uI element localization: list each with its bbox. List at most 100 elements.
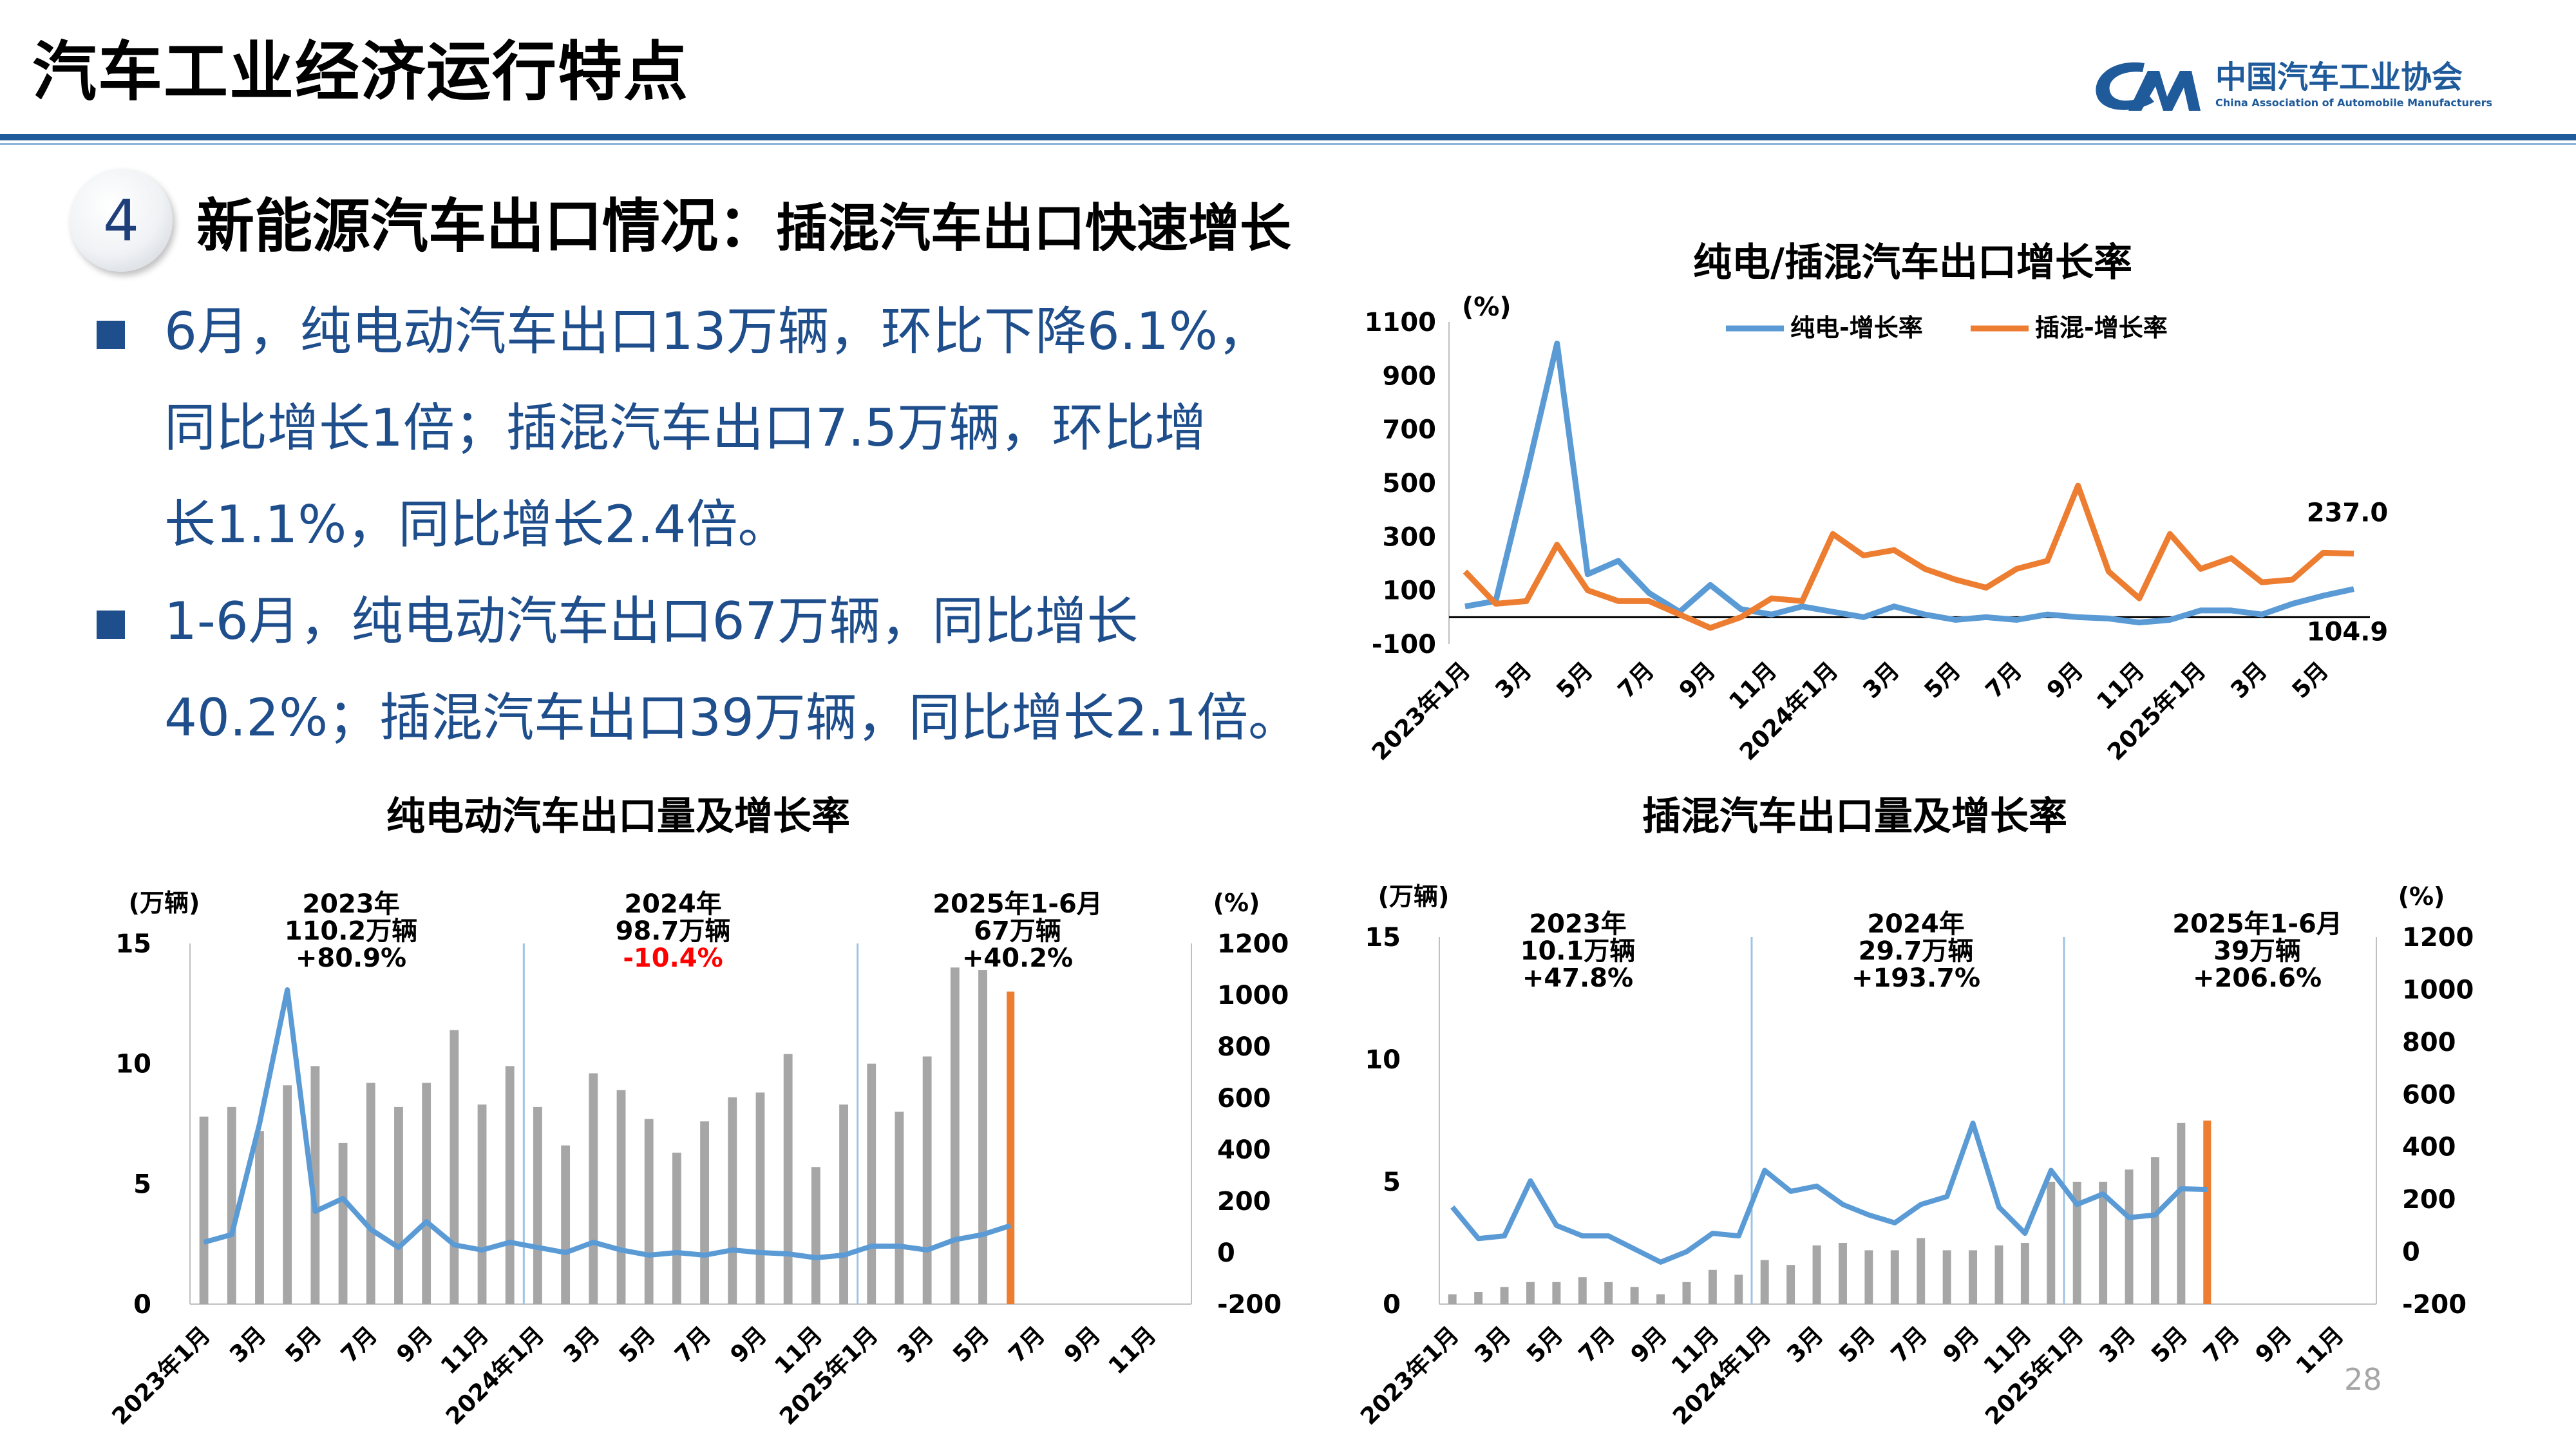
x-tick-label: 11月 — [2092, 658, 2150, 715]
y-tick-label-left: 0 — [1383, 1290, 1401, 1320]
bar — [1526, 1282, 1535, 1304]
x-tick-label: 5月 — [2146, 1321, 2193, 1368]
bar — [1994, 1245, 2003, 1304]
bar — [1578, 1277, 1587, 1304]
page-number: 28 — [2344, 1362, 2382, 1397]
y-tick-label-left: 0 — [133, 1290, 151, 1320]
x-tick-label: 3月 — [1782, 1321, 1828, 1368]
x-tick-label: 5月 — [281, 1321, 327, 1368]
bar — [2099, 1182, 2108, 1304]
bar — [283, 1085, 292, 1304]
legend-label: 纯电-增长率 — [1790, 314, 1923, 342]
data-label: 104.9 — [2307, 618, 2389, 647]
bar — [1708, 1269, 1717, 1304]
bar — [1942, 1250, 1951, 1304]
annotation-total: 98.7万辆 — [616, 916, 731, 946]
x-tick-label: 9月 — [2251, 1321, 2297, 1368]
bar — [839, 1104, 848, 1304]
y-tick-label-right: 800 — [2402, 1028, 2456, 1057]
bar — [1969, 1250, 1978, 1304]
y-tick-label-right: -200 — [2402, 1290, 2467, 1320]
bar — [366, 1083, 375, 1304]
bar — [505, 1066, 515, 1304]
bar — [1734, 1274, 1743, 1304]
bar — [2125, 1170, 2134, 1304]
section-number-badge: 4 — [70, 169, 173, 272]
x-tick-label: 9月 — [1626, 1321, 1672, 1368]
bar — [1917, 1238, 1926, 1304]
header-divider-thin — [0, 143, 2576, 145]
annotation-growth: -10.4% — [623, 943, 723, 973]
bar — [1760, 1260, 1769, 1304]
annotation-year: 2025年1-6月 — [2172, 909, 2342, 939]
bar — [1682, 1282, 1691, 1304]
x-tick-label: 3月 — [559, 1321, 605, 1368]
bullet-line: 6月，纯电动汽车出口13万辆，环比下降6.1%， — [164, 301, 1269, 361]
x-tick-label: 5月 — [1522, 1321, 1568, 1368]
y-tick-label: -100 — [1372, 630, 1436, 659]
x-tick-label: 9月 — [1938, 1321, 1985, 1368]
x-tick-label: 5月 — [1834, 1321, 1880, 1368]
x-tick-label: 2023年1月 — [1367, 658, 1475, 766]
y-tick-label-left: 15 — [1365, 923, 1401, 952]
bar — [1604, 1282, 1613, 1304]
growth-line — [203, 987, 1012, 1260]
x-tick-label: 11月 — [1104, 1321, 1162, 1379]
y-tick-label-right: 800 — [1217, 1032, 1271, 1062]
y-axis-unit-right: (%) — [2398, 882, 2445, 911]
bullet-line: 1-6月，纯电动汽车出口67万辆，同比增长 — [164, 591, 1139, 651]
annotation-growth: +47.8% — [1522, 963, 1633, 993]
x-tick-label: 2023年1月 — [107, 1321, 215, 1430]
annotation-total: 67万辆 — [974, 916, 1061, 946]
y-tick-label-right: 0 — [2402, 1238, 2420, 1267]
y-tick-label: 900 — [1383, 361, 1437, 391]
y-tick-label-right: 1200 — [1217, 929, 1289, 959]
bullet-line: 长1.1%，同比增长2.4倍。 — [164, 495, 790, 554]
annotation-growth: +206.6% — [2193, 963, 2322, 993]
bar — [227, 1106, 236, 1304]
x-tick-label: 7月 — [1574, 1321, 1620, 1368]
bullet-line: 同比增长1倍；插混汽车出口7.5万辆，环比增 — [164, 398, 1207, 458]
bar — [2177, 1122, 2186, 1304]
annotation-growth: +193.7% — [1852, 963, 1980, 993]
logo-text-en: China Association of Automobile Manufact… — [2215, 97, 2493, 109]
bar — [1890, 1250, 1899, 1304]
x-tick-label: 11月 — [2291, 1321, 2349, 1379]
bullet-line: 40.2%；插混汽车出口39万辆，同比增长2.1倍。 — [164, 688, 1300, 748]
y-tick-label-right: 400 — [2402, 1133, 2456, 1162]
y-tick-label-right: 600 — [2402, 1080, 2456, 1110]
x-tick-label: 3月 — [2094, 1321, 2141, 1368]
y-axis-unit-left: (万辆) — [129, 889, 200, 917]
bar-highlight — [2203, 1121, 2211, 1304]
x-tick-label: 3月 — [225, 1321, 271, 1368]
y-tick-label-right: 1000 — [2402, 975, 2474, 1005]
series-line — [1463, 482, 2354, 631]
bar — [2047, 1182, 2056, 1304]
bullet-square-icon — [97, 611, 125, 639]
section-title: 新能源汽车出口情况：插混汽车出口快速增长 — [196, 179, 1291, 263]
x-tick-label: 9月 — [392, 1321, 438, 1368]
data-label: 237.0 — [2307, 498, 2389, 528]
x-tick-label: 7月 — [2199, 1321, 2245, 1368]
x-tick-label: 5月 — [614, 1321, 661, 1368]
x-tick-label: 7月 — [1004, 1321, 1050, 1368]
bar — [561, 1145, 571, 1304]
x-tick-label: 9月 — [2042, 658, 2088, 704]
x-tick-label: 5月 — [1552, 658, 1598, 704]
bar — [255, 1131, 264, 1304]
bar — [922, 1056, 932, 1304]
annotation-growth: +40.2% — [962, 943, 1073, 973]
x-tick-label: 11月 — [1724, 658, 1782, 715]
y-tick-label-left: 5 — [1383, 1168, 1401, 1197]
bar — [338, 1142, 348, 1304]
bar — [1552, 1282, 1561, 1304]
bar — [1500, 1287, 1509, 1304]
y-axis-unit: (%) — [1462, 292, 1511, 322]
bar — [450, 1030, 459, 1304]
annotation-year: 2025年1-6月 — [933, 889, 1103, 919]
x-tick-label: 7月 — [1981, 658, 2027, 704]
section-title-sub: 插混汽车出口快速增长 — [776, 198, 1291, 258]
x-tick-label: 7月 — [1613, 658, 1660, 704]
y-tick-label-right: 1000 — [1217, 981, 1289, 1010]
y-tick-label: 1100 — [1365, 308, 1436, 337]
